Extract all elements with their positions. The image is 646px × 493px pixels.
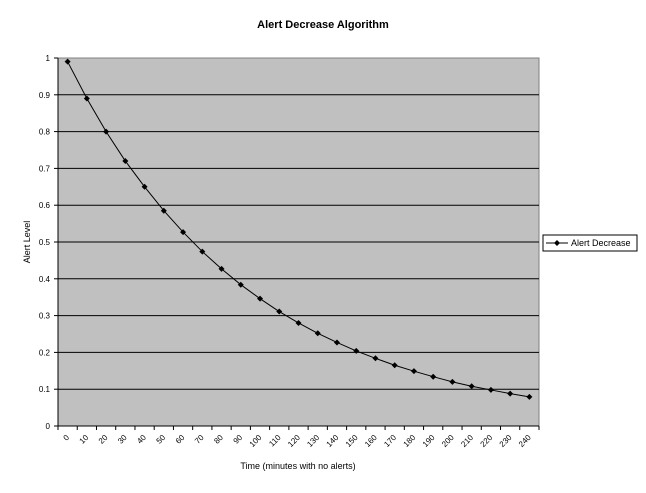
- data-point: [333, 339, 340, 346]
- legend-marker: [554, 240, 560, 246]
- data-point: [295, 319, 302, 326]
- x-tick-label: 120: [286, 433, 302, 449]
- y-tick-label: 0.9: [39, 91, 51, 100]
- x-tick-label: 150: [344, 433, 360, 449]
- x-tick-label: 10: [78, 433, 91, 446]
- data-point: [468, 383, 475, 390]
- series-alert-decrease: [64, 58, 533, 400]
- y-tick-label: 0.5: [39, 238, 51, 247]
- legend-label: Alert Decrease: [571, 238, 631, 248]
- x-tick-label: 20: [97, 433, 110, 446]
- data-point: [430, 373, 437, 380]
- x-axis-label: Time (minutes with no alerts): [240, 461, 355, 471]
- x-tick-label: 100: [248, 433, 264, 449]
- x-tick-label: 60: [174, 433, 187, 446]
- x-tick-label: 170: [382, 433, 398, 449]
- x-tick-label: 110: [267, 433, 283, 449]
- gridlines: [58, 94, 539, 390]
- x-tick-label: 0: [62, 433, 72, 443]
- data-point: [237, 281, 244, 288]
- x-tick-label: 130: [305, 433, 321, 449]
- x-tick-label: 190: [421, 433, 437, 449]
- y-tick-label: 0.2: [39, 348, 51, 357]
- data-point: [83, 95, 90, 102]
- x-tick-label: 50: [155, 433, 168, 446]
- data-point: [103, 128, 110, 135]
- data-point: [64, 58, 71, 65]
- x-tick-label: 240: [517, 433, 533, 449]
- data-point: [160, 207, 167, 214]
- data-point: [141, 183, 148, 190]
- x-tick-label: 220: [479, 433, 495, 449]
- x-tick-label: 210: [459, 433, 475, 449]
- x-tick-label: 90: [232, 433, 245, 446]
- legend: Alert Decrease: [542, 234, 638, 252]
- data-point: [507, 390, 514, 397]
- data-point: [276, 308, 283, 315]
- x-tick-label: 160: [363, 433, 379, 449]
- data-point: [487, 386, 494, 393]
- y-tick-label: 0.8: [39, 128, 51, 137]
- chart-title: Alert Decrease Algorithm: [257, 19, 389, 31]
- data-point: [391, 362, 398, 369]
- data-point: [449, 378, 456, 385]
- legend-box: [542, 234, 638, 252]
- y-tick-label: 0.1: [39, 385, 51, 394]
- x-tick-label: 70: [193, 433, 206, 446]
- x-tick-label: 140: [325, 433, 341, 449]
- y-axis-ticks: 0 0.1 0.2 0.3 0.4 0.5 0.6 0.7 0.8 0.9 1: [39, 54, 58, 431]
- x-tick-label: 80: [212, 433, 225, 446]
- x-axis-ticks: 0 10 20 30 40 50 60 70 80 90 100 110 120 130 140 150 160…: [57, 426, 540, 449]
- data-point: [410, 368, 417, 375]
- y-tick-label: 1: [46, 54, 51, 63]
- x-tick-label: 30: [116, 433, 129, 446]
- data-point: [372, 355, 379, 362]
- x-tick-label: 230: [498, 433, 514, 449]
- data-point: [218, 265, 225, 272]
- data-point: [180, 229, 187, 236]
- x-tick-label: 40: [135, 433, 148, 446]
- y-tick-label: 0.4: [39, 275, 51, 284]
- data-point: [314, 330, 321, 337]
- y-tick-label: 0.3: [39, 312, 51, 321]
- data-point: [257, 295, 264, 302]
- y-tick-label: 0.7: [39, 164, 51, 173]
- y-tick-label: 0: [46, 422, 51, 431]
- data-point: [199, 248, 206, 255]
- data-point: [122, 158, 129, 165]
- y-tick-label: 0.6: [39, 201, 51, 210]
- x-tick-label: 180: [402, 433, 418, 449]
- x-tick-label: 200: [440, 433, 456, 449]
- data-point: [353, 347, 360, 354]
- y-axis-label: Alert Level: [22, 221, 32, 264]
- data-point: [526, 393, 533, 400]
